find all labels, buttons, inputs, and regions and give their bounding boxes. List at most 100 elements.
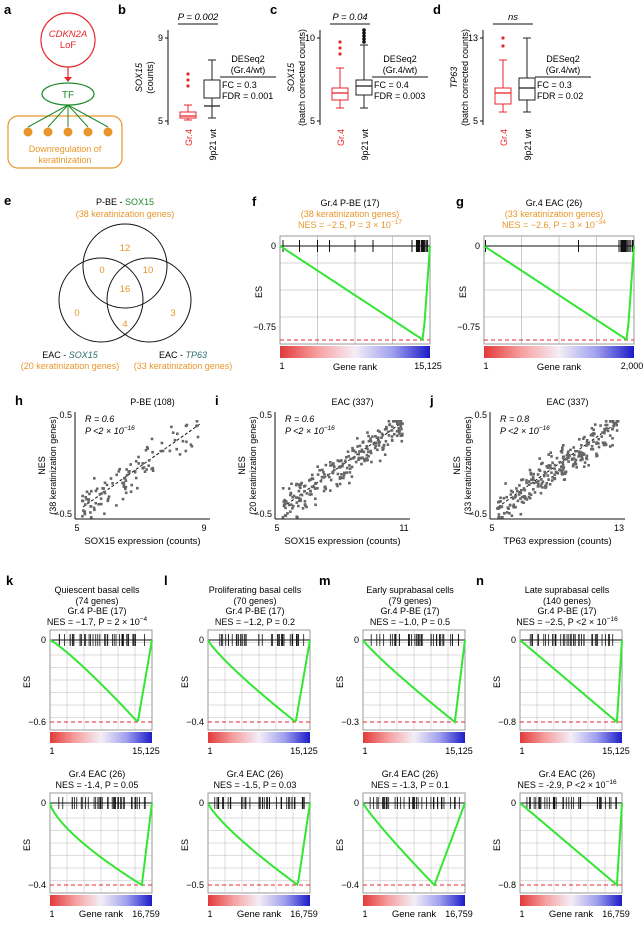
- data-point: [314, 497, 317, 501]
- data-point: [562, 444, 565, 447]
- y-tick-label: −0.8: [498, 880, 516, 890]
- data-point: [563, 478, 567, 481]
- data-point: [121, 497, 125, 501]
- data-point: [176, 432, 179, 436]
- data-point: [351, 457, 355, 460]
- data-point: [150, 467, 153, 471]
- y-tick-label: 10: [305, 33, 315, 43]
- data-point: [558, 460, 561, 464]
- data-point: [572, 446, 575, 449]
- plot-title: Gr.4 EAC (26): [69, 769, 126, 779]
- data-point: [305, 492, 309, 495]
- data-point: [553, 477, 557, 481]
- data-point: [615, 429, 619, 432]
- data-point: [387, 420, 391, 423]
- data-point: [565, 457, 569, 460]
- plot-title: EAC (337): [331, 397, 373, 407]
- data-point: [590, 447, 593, 451]
- data-point: [170, 425, 173, 429]
- data-point: [300, 493, 304, 497]
- x-axis-label: TP63 expression (counts): [503, 536, 611, 547]
- data-point: [290, 482, 293, 486]
- data-point: [528, 492, 531, 495]
- x-tick-label: 15,125: [132, 746, 160, 756]
- data-point: [297, 504, 300, 508]
- y-tick-label: −0.4: [28, 880, 46, 890]
- x-tick-label: 2,000: [621, 361, 643, 371]
- data-point: [386, 443, 390, 446]
- data-point: [556, 472, 560, 475]
- venn-count: 16: [120, 284, 131, 295]
- data-point: [505, 511, 509, 514]
- x-axis-label: Gene rank: [537, 362, 582, 373]
- data-point: [518, 484, 521, 487]
- data-point: [561, 463, 565, 467]
- data-point: [106, 497, 110, 501]
- data-point: [340, 476, 344, 479]
- data-point: [350, 465, 354, 469]
- data-point: [561, 446, 564, 450]
- data-point: [143, 470, 147, 473]
- data-point: [300, 481, 303, 485]
- es-curve: [362, 802, 466, 887]
- cell-type-title: Early suprabasal cells: [366, 585, 454, 595]
- y-axis-label: ES: [335, 676, 345, 688]
- data-point: [559, 465, 563, 468]
- data-point: [514, 505, 517, 509]
- data-point: [121, 481, 124, 485]
- data-point: [93, 477, 96, 480]
- data-point: [356, 437, 359, 440]
- panel-a: a CDKN2A LoF TF Downregulation of kerati…: [4, 2, 123, 169]
- data-point: [525, 498, 529, 501]
- correlation-p: P <2 × 10−16: [285, 425, 335, 436]
- panel-letter: g: [456, 194, 464, 209]
- correlation-r: R = 0.8: [500, 414, 529, 424]
- box: [518, 77, 536, 101]
- data-point: [171, 431, 175, 434]
- data-point: [90, 489, 93, 493]
- venn-count: 0: [74, 308, 79, 319]
- data-point: [161, 449, 165, 453]
- data-point: [396, 430, 400, 433]
- y-tick-label: 5: [310, 116, 315, 126]
- data-point: [107, 495, 111, 498]
- data-point: [499, 496, 502, 500]
- data-point: [595, 452, 598, 456]
- y-axis-label: SOX15(batch corrected counts): [286, 29, 307, 126]
- data-point: [361, 441, 365, 444]
- outlier: [338, 46, 342, 50]
- y-tick-label: 13: [468, 33, 478, 43]
- data-point: [122, 483, 126, 487]
- data-point: [147, 459, 151, 462]
- data-point: [507, 507, 510, 510]
- data-point: [354, 460, 358, 464]
- data-point: [515, 487, 518, 490]
- data-point: [387, 434, 391, 437]
- x-axis-label: Gene rank: [392, 909, 437, 920]
- data-point: [295, 496, 298, 499]
- panel-letter: j: [429, 393, 434, 408]
- data-point: [137, 455, 140, 459]
- data-point: [589, 433, 593, 437]
- x-tick-label: 15,125: [290, 746, 318, 756]
- data-point: [504, 482, 507, 485]
- data-point: [303, 500, 307, 503]
- data-point: [382, 446, 385, 450]
- stat-subtitle: (Gr.4/wt): [546, 65, 581, 75]
- data-point: [554, 470, 558, 474]
- plot-title: Gr.4 EAC (26): [526, 198, 583, 208]
- data-point: [320, 475, 324, 479]
- regression-line: [497, 423, 616, 508]
- x-axis-label: SOX15 expression (counts): [84, 536, 200, 547]
- data-point: [565, 454, 569, 457]
- data-point: [351, 449, 354, 453]
- data-point: [529, 471, 533, 475]
- data-point: [400, 427, 403, 431]
- data-point: [608, 434, 612, 437]
- data-point: [509, 493, 513, 496]
- data-point: [134, 460, 138, 463]
- data-point: [587, 442, 590, 446]
- data-point: [376, 429, 380, 432]
- data-point: [540, 482, 544, 485]
